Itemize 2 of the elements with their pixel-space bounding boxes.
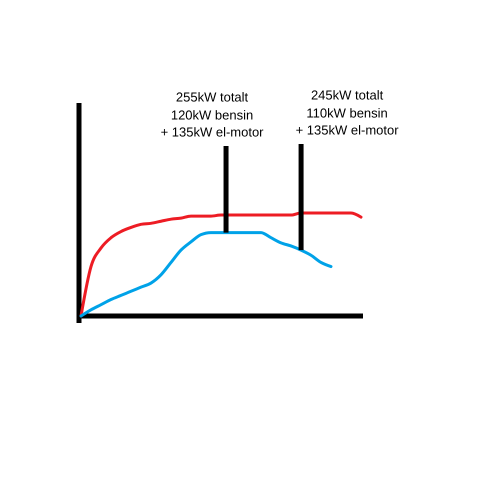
text: 255kW totalt 120kW bensin + 135kW el-motor [160,89,264,140]
text: 245kW totalt 110kW bensin + 135kW el-motor [296,87,400,138]
